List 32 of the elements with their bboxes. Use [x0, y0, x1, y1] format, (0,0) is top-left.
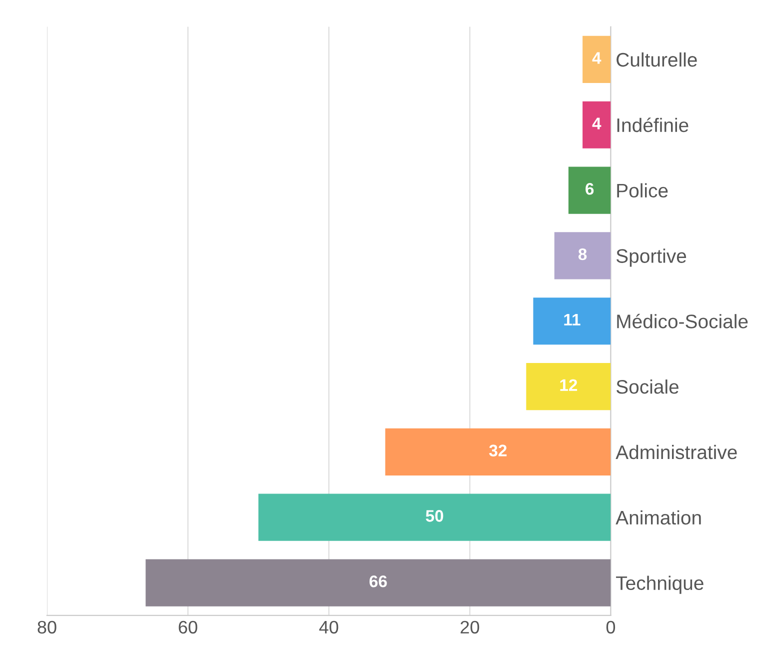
- bar: [568, 166, 611, 214]
- data-label: 6: [586, 182, 594, 195]
- y-tick-label: Administrative: [616, 444, 737, 460]
- x-tick-label: 80: [38, 620, 56, 634]
- data-label: 12: [560, 379, 578, 391]
- data-label: 4: [592, 52, 602, 64]
- y-tick-label: Culturelle: [616, 52, 697, 67]
- data-label: 4: [592, 118, 602, 130]
- x-tick-label: 0: [606, 620, 616, 634]
- y-tick-label: Sociale: [616, 379, 679, 394]
- bar: [554, 232, 611, 280]
- x-tick-label: 60: [178, 620, 198, 634]
- y-tick-label: Sportive: [616, 248, 686, 267]
- bar: [146, 559, 611, 606]
- bar: [526, 362, 611, 410]
- y-tick-label: Indéfinie: [617, 118, 688, 132]
- data-label: 8: [578, 248, 587, 260]
- data-label: 50: [426, 510, 444, 522]
- x-tick-label: 40: [319, 620, 338, 634]
- bar: [582, 36, 611, 84]
- y-tick-label: Technique: [616, 576, 704, 594]
- x-tick-label: 20: [460, 620, 480, 634]
- y-tick-label: Animation: [616, 510, 701, 525]
- data-label: 32: [489, 444, 507, 456]
- data-label: 66: [370, 575, 387, 588]
- bar: [385, 428, 611, 476]
- bar: [533, 298, 611, 345]
- bar: [258, 494, 611, 541]
- bar: [582, 101, 611, 148]
- y-tick-label: Police: [617, 183, 668, 198]
- y-tick-label: Médico-Sociale: [617, 314, 748, 328]
- data-label: 11: [564, 314, 580, 326]
